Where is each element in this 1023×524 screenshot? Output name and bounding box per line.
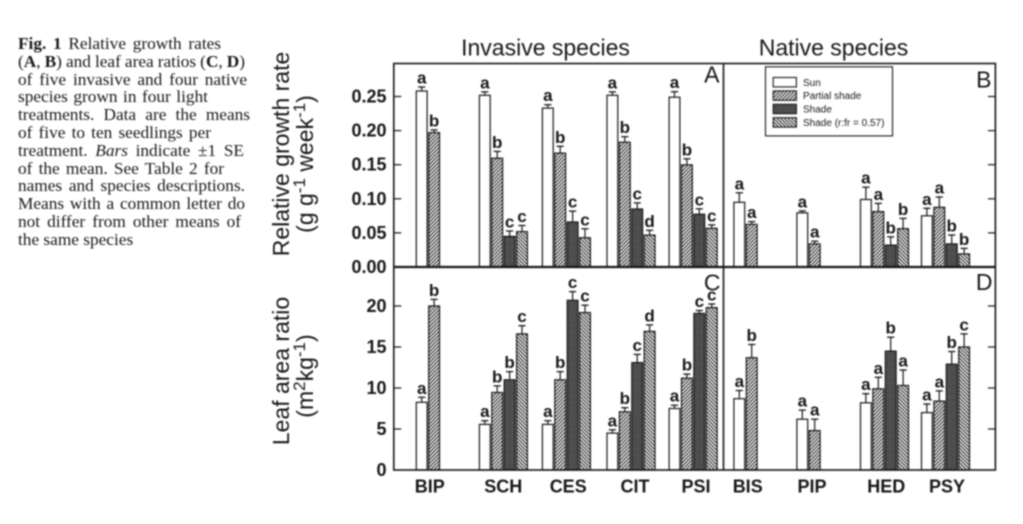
svg-text:a: a xyxy=(810,401,820,420)
svg-text:a: a xyxy=(608,73,618,92)
svg-text:HED: HED xyxy=(867,477,905,497)
svg-text:0.15: 0.15 xyxy=(351,155,386,175)
svg-text:a: a xyxy=(798,192,808,211)
svg-text:PSI: PSI xyxy=(681,477,710,497)
svg-text:d: d xyxy=(644,212,654,231)
svg-text:d: d xyxy=(644,306,654,325)
svg-text:a: a xyxy=(935,372,945,391)
svg-text:b: b xyxy=(620,389,630,408)
svg-text:b: b xyxy=(947,217,957,236)
svg-text:a: a xyxy=(417,69,427,88)
svg-text:0.00: 0.00 xyxy=(351,257,386,277)
svg-text:a: a xyxy=(935,179,945,198)
svg-text:BIP: BIP xyxy=(415,477,445,497)
svg-text:a: a xyxy=(480,73,490,92)
svg-text:a: a xyxy=(670,387,680,406)
svg-text:c: c xyxy=(580,287,589,306)
svg-text:Shade: Shade xyxy=(803,105,832,116)
svg-text:0.05: 0.05 xyxy=(351,223,386,243)
svg-text:a: a xyxy=(922,190,932,209)
svg-text:b: b xyxy=(682,140,692,159)
svg-text:CIT: CIT xyxy=(621,477,650,497)
svg-text:a: a xyxy=(747,203,757,222)
svg-text:(m2kg-1): (m2kg-1) xyxy=(290,334,318,417)
svg-text:c: c xyxy=(695,292,704,311)
svg-text:D: D xyxy=(976,269,993,295)
svg-text:SCH: SCH xyxy=(484,477,522,497)
svg-text:c: c xyxy=(695,190,704,209)
svg-text:5: 5 xyxy=(376,419,386,439)
svg-text:c: c xyxy=(580,210,589,229)
svg-text:BIS: BIS xyxy=(733,477,763,497)
svg-text:a: a xyxy=(608,411,618,430)
svg-text:b: b xyxy=(555,353,565,372)
svg-text:Relative growth rate: Relative growth rate xyxy=(268,52,294,257)
svg-text:(g g-1 week-1): (g g-1 week-1) xyxy=(290,95,318,233)
svg-text:Native species: Native species xyxy=(759,35,909,61)
svg-text:a: a xyxy=(874,359,884,378)
svg-text:a: a xyxy=(417,379,427,398)
svg-text:a: a xyxy=(861,169,871,188)
svg-text:a: a xyxy=(874,185,884,204)
svg-text:c: c xyxy=(568,273,577,292)
svg-text:b: b xyxy=(947,333,957,352)
svg-text:CES: CES xyxy=(550,477,587,497)
svg-text:a: a xyxy=(922,386,932,405)
svg-text:Leaf area ratio: Leaf area ratio xyxy=(268,297,294,445)
svg-text:b: b xyxy=(555,128,565,147)
svg-text:c: c xyxy=(517,207,526,226)
svg-text:a: a xyxy=(861,375,871,394)
svg-text:a: a xyxy=(480,402,490,421)
svg-text:b: b xyxy=(886,218,896,237)
svg-text:c: c xyxy=(517,307,526,326)
svg-text:a: a xyxy=(798,392,808,411)
svg-text:b: b xyxy=(492,133,502,152)
svg-text:b: b xyxy=(620,118,630,137)
svg-text:10: 10 xyxy=(366,378,386,398)
svg-text:b: b xyxy=(886,319,896,338)
svg-text:0.20: 0.20 xyxy=(351,121,386,141)
svg-text:a: a xyxy=(898,352,908,371)
svg-text:PSY: PSY xyxy=(929,477,965,497)
svg-text:c: c xyxy=(505,213,514,232)
svg-text:A: A xyxy=(704,62,720,88)
svg-text:c: c xyxy=(707,206,716,225)
svg-text:c: c xyxy=(632,336,641,355)
svg-text:20: 20 xyxy=(366,296,386,316)
svg-text:a: a xyxy=(735,174,745,193)
svg-text:PIP: PIP xyxy=(797,477,826,497)
svg-text:b: b xyxy=(492,367,502,386)
svg-text:a: a xyxy=(735,372,745,391)
svg-text:a: a xyxy=(670,73,680,92)
svg-text:b: b xyxy=(429,281,439,300)
svg-text:a: a xyxy=(543,86,553,105)
svg-text:15: 15 xyxy=(366,337,386,357)
svg-text:b: b xyxy=(682,356,692,375)
svg-text:c: c xyxy=(568,193,577,212)
svg-text:0.10: 0.10 xyxy=(351,189,386,209)
svg-text:Sun: Sun xyxy=(803,78,821,89)
svg-text:0: 0 xyxy=(376,460,386,480)
svg-text:Shade (r:fr = 0.57): Shade (r:fr = 0.57) xyxy=(803,118,884,129)
svg-text:b: b xyxy=(959,230,969,249)
svg-text:B: B xyxy=(976,67,991,93)
svg-text:0.25: 0.25 xyxy=(351,87,386,107)
svg-text:Invasive species: Invasive species xyxy=(461,35,630,61)
svg-text:b: b xyxy=(898,200,908,219)
svg-text:c: c xyxy=(707,286,716,305)
svg-text:a: a xyxy=(543,402,553,421)
svg-text:b: b xyxy=(429,111,439,130)
svg-text:c: c xyxy=(959,315,968,334)
svg-text:b: b xyxy=(504,353,514,372)
svg-text:Partial shade: Partial shade xyxy=(803,91,862,102)
svg-text:a: a xyxy=(810,223,820,242)
svg-text:C: C xyxy=(704,270,721,296)
svg-text:c: c xyxy=(632,184,641,203)
svg-text:b: b xyxy=(747,326,757,345)
